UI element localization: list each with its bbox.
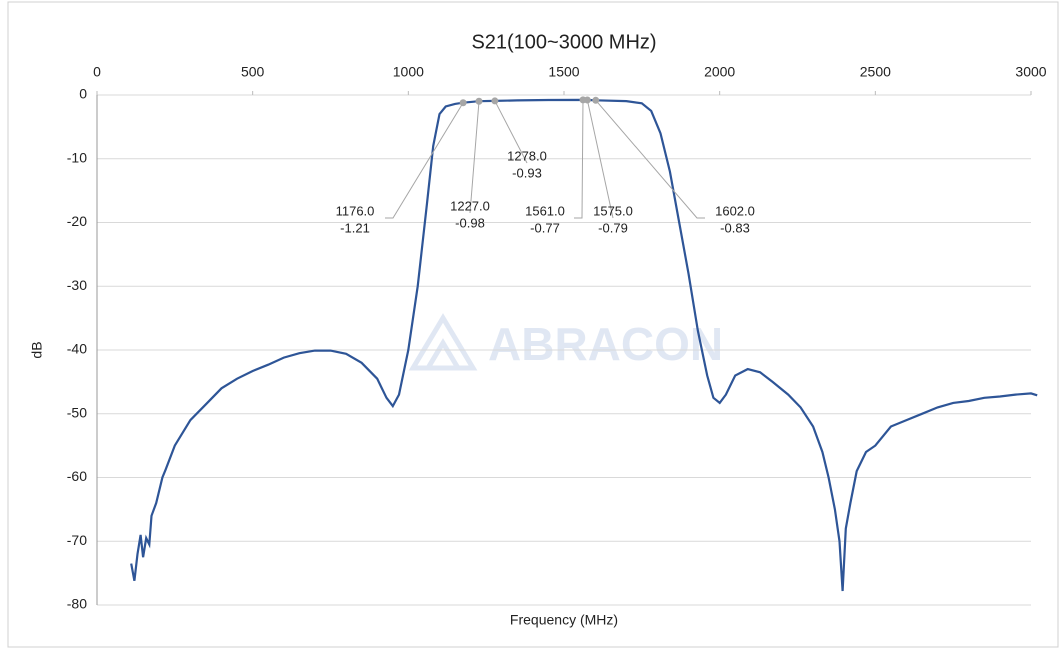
- marker-value-label: -0.93: [512, 165, 542, 180]
- y-tick-label: -20: [67, 213, 87, 229]
- marker-x-label: 1176.0: [336, 203, 375, 218]
- y-tick-label: -70: [67, 532, 87, 548]
- marker-x-label: 1227.0: [450, 198, 490, 213]
- y-tick-label: -50: [67, 404, 87, 420]
- x-tick-label: 0: [93, 64, 101, 80]
- leader-line: [574, 99, 584, 219]
- watermark: ABRACON: [408, 313, 723, 371]
- watermark-text: ABRACON: [488, 318, 723, 370]
- marker-x-label: 1575.0: [593, 203, 633, 218]
- marker-value-label: -0.77: [530, 220, 560, 235]
- x-tick-label: 2000: [704, 64, 735, 80]
- marker-value-label: -0.79: [598, 220, 628, 235]
- marker-value-label: -0.83: [720, 220, 750, 235]
- marker-value-label: -1.21: [340, 220, 370, 235]
- chart-border: [7, 1, 1059, 648]
- y-tick-label: 0: [79, 86, 87, 102]
- watermark-logo: [408, 313, 478, 371]
- x-axis-label: Frequency (MHz): [510, 612, 618, 628]
- marker-x-label: 1602.0: [715, 203, 755, 218]
- y-tick-label: -10: [67, 149, 87, 165]
- marker: [459, 99, 467, 107]
- marker: [475, 97, 483, 105]
- y-tick-label: -40: [67, 341, 87, 357]
- chart-title: S21(100~3000 MHz): [471, 31, 656, 53]
- x-tick-label: 1500: [548, 64, 579, 80]
- leader-line: [595, 99, 705, 219]
- x-tick-label: 1000: [393, 64, 424, 80]
- leader-line: [469, 101, 480, 214]
- leader-line: [586, 99, 614, 219]
- marker-x-label: 1561.0: [525, 203, 565, 218]
- leader-line: [385, 102, 464, 219]
- x-tick-label: 500: [241, 64, 265, 80]
- x-tick-label: 3000: [1015, 64, 1046, 80]
- y-axis-label: dB: [29, 341, 45, 358]
- y-tick-label: -80: [67, 596, 87, 612]
- marker-x-label: 1278.0: [507, 148, 547, 163]
- leader-line: [494, 100, 528, 164]
- y-tick-label: -60: [67, 468, 87, 484]
- marker: [592, 96, 600, 104]
- marker: [491, 97, 499, 105]
- marker: [583, 96, 591, 104]
- x-tick-label: 2500: [860, 64, 891, 80]
- marker-value-label: -0.98: [455, 215, 485, 230]
- y-tick-label: -30: [67, 277, 87, 293]
